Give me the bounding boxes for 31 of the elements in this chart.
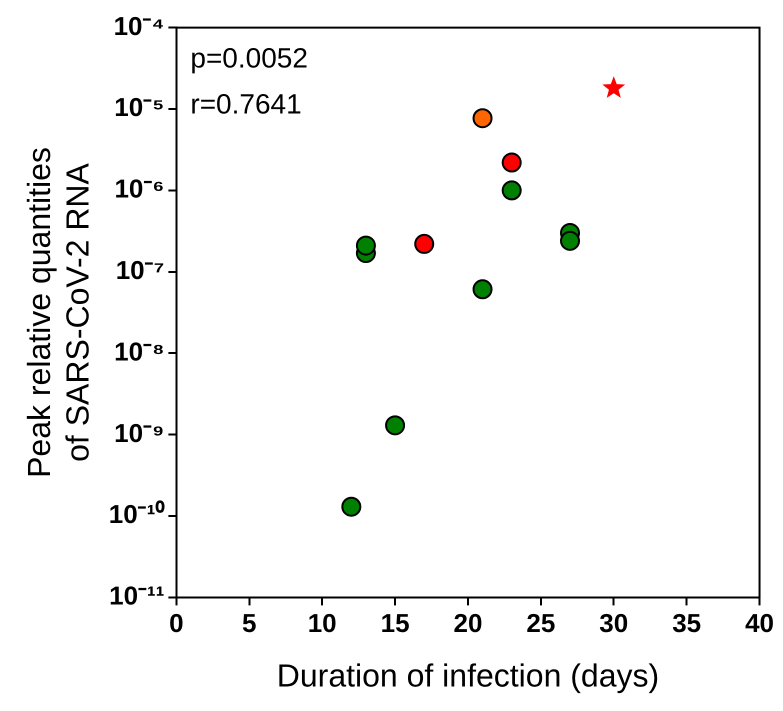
- x-tick-label: 40: [745, 608, 774, 638]
- y-tick-label: 10⁻¹¹: [109, 580, 164, 611]
- point: [502, 180, 522, 200]
- point: [385, 415, 406, 436]
- point: [602, 76, 626, 98]
- x-tick-label: 15: [380, 608, 410, 638]
- point: [356, 236, 376, 256]
- point: [472, 108, 493, 128]
- y-tick-label: 10⁻⁸: [114, 336, 164, 366]
- y-tick-label: 10⁻¹⁰: [108, 499, 166, 530]
- point: [414, 234, 434, 254]
- x-tick-label: 25: [526, 608, 556, 638]
- x-tick-label: 35: [672, 608, 702, 638]
- annotation: p=0.0052: [190, 42, 308, 74]
- point: [502, 152, 522, 173]
- x-tick-label: 5: [242, 608, 257, 638]
- y-axis-title: Peak relative quantities of SARS-CoV-2 RNA: [21, 147, 96, 478]
- point: [560, 230, 580, 251]
- y-tick-label: 10⁻⁹: [114, 418, 164, 448]
- y-tick-label: 10⁻⁶: [114, 174, 164, 204]
- y-tick-label: 10⁻⁴: [114, 10, 164, 41]
- point: [341, 496, 362, 517]
- x-axis-title: Duration of infection (days): [276, 658, 660, 694]
- x-tick-label: 20: [454, 608, 482, 638]
- y-tick-label: 10⁻⁷: [116, 254, 164, 285]
- x-tick-label: 0: [169, 608, 184, 638]
- point: [472, 279, 493, 300]
- x-tick-label: 30: [599, 608, 628, 638]
- y-tick-label: 10⁻⁵: [114, 92, 164, 122]
- annotation: r=0.7641: [190, 88, 302, 120]
- x-tick-label: 10: [308, 608, 337, 638]
